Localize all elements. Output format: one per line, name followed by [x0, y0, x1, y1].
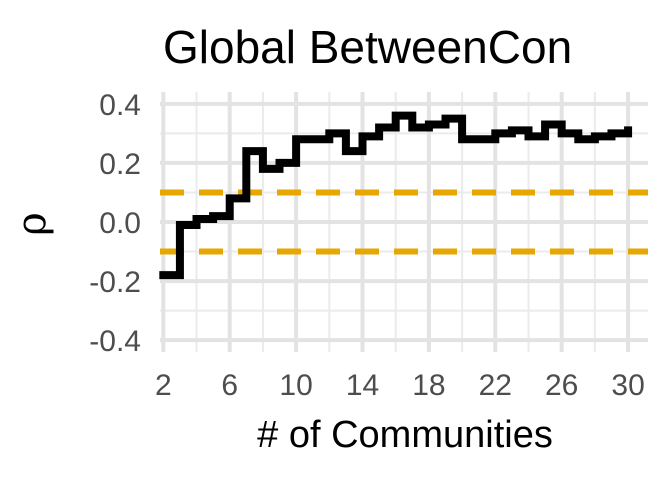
x-tick-label: 30	[611, 369, 644, 402]
y-tick-labels: -0.4 -0.2 0.0 0.2 0.4	[89, 89, 141, 358]
y-axis-title: ρ	[9, 212, 55, 236]
series-line	[159, 111, 633, 280]
reference-lines	[160, 189, 648, 255]
y-tick-label: -0.2	[89, 266, 141, 299]
x-tick-label: 2	[155, 369, 172, 402]
x-tick-labels: 2 6 10 14 18 22 26 30	[155, 369, 645, 402]
y-tick-label: 0.4	[99, 89, 141, 122]
x-tick-label: 14	[346, 369, 379, 402]
x-tick-label: 22	[479, 369, 512, 402]
x-tick-label: 10	[279, 369, 312, 402]
y-tick-label: 0.2	[99, 148, 141, 181]
chart-title: Global BetweenCon	[163, 21, 572, 73]
y-tick-label: 0.0	[99, 207, 141, 240]
x-axis-title: # of Communities	[257, 414, 553, 456]
x-tick-label: 6	[221, 369, 238, 402]
series-layer	[159, 111, 633, 280]
y-tick-label: -0.4	[89, 325, 141, 358]
x-tick-label: 18	[412, 369, 445, 402]
x-tick-label: 26	[545, 369, 578, 402]
